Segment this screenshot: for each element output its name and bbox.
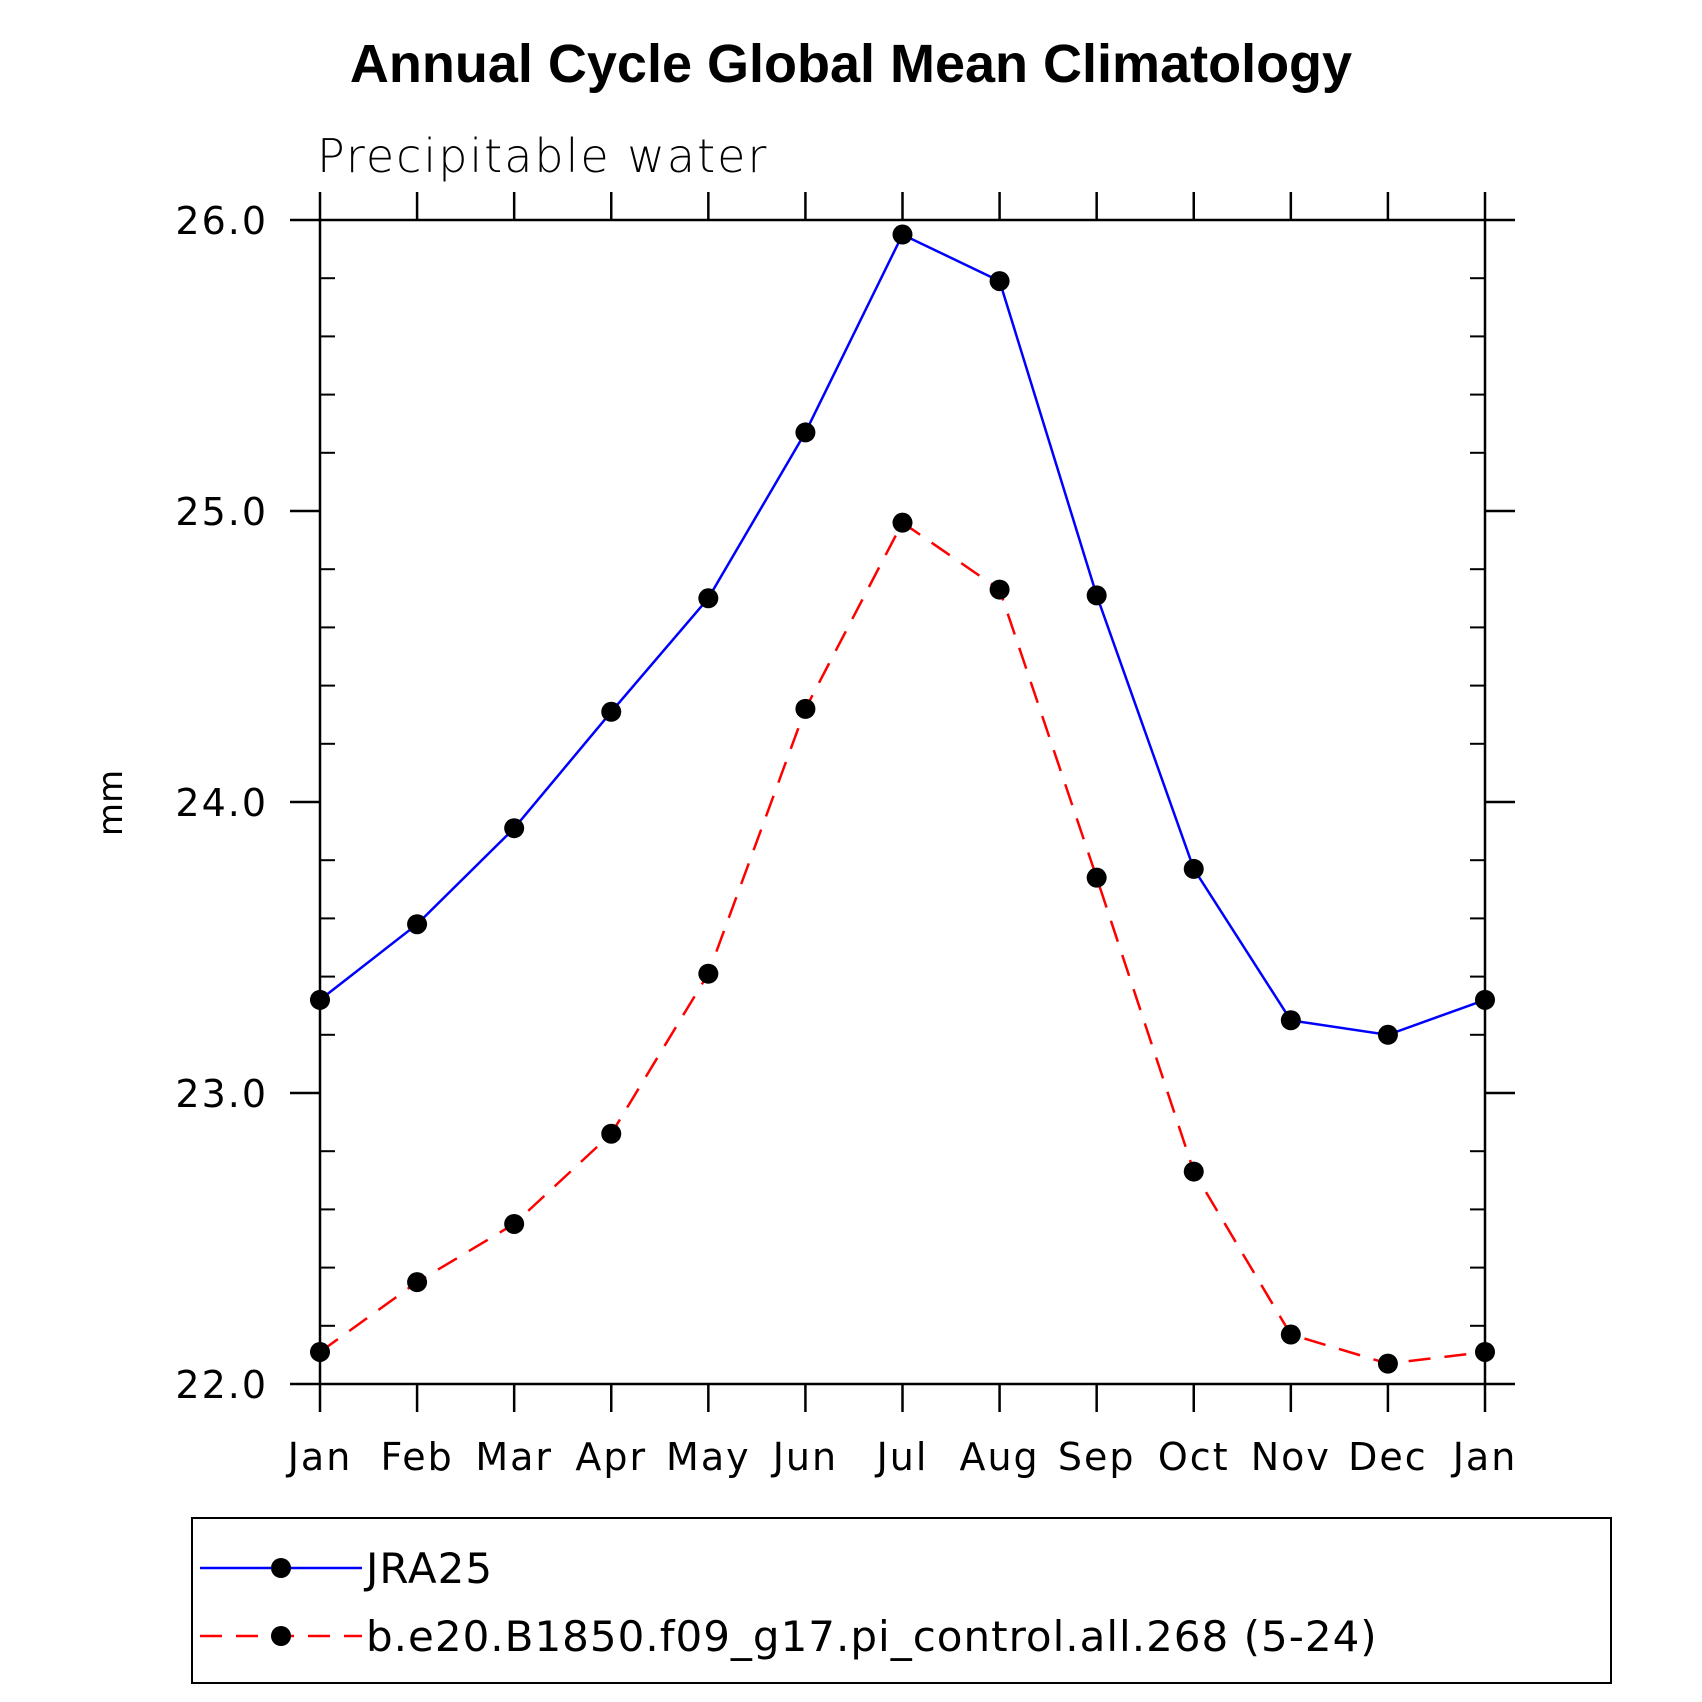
series-2-point — [892, 512, 913, 533]
series-1-point — [504, 818, 525, 839]
series-1-point — [892, 224, 913, 245]
legend-items: JRA25 b.e20.B1850.f09_g17.pi_control.all.… — [200, 1544, 1378, 1661]
series-2-point — [407, 1272, 428, 1293]
x-tick-label: Oct — [1158, 1435, 1230, 1479]
x-tick-label: Apr — [575, 1435, 647, 1479]
legend: JRA25 b.e20.B1850.f09_g17.pi_control.all.… — [191, 1517, 1612, 1684]
x-tick-label: Nov — [1251, 1435, 1331, 1479]
x-tick-label: Feb — [380, 1435, 453, 1479]
y-tick-label: 26.0 — [175, 199, 268, 243]
plot-frame — [318, 218, 1487, 1386]
x-tick-labels: Jan Feb Mar Apr May Jun Jul Aug Sep Oct Nov Dec Jan — [286, 1435, 1518, 1479]
x-tick-label: Sep — [1058, 1435, 1136, 1479]
legend-label-1: JRA25 — [363, 1544, 493, 1593]
x-tick-label: Aug — [959, 1435, 1039, 1479]
x-tick-label: Jan — [1451, 1435, 1518, 1479]
chart-subtitle: Precipitable water — [317, 129, 768, 183]
series-2-point — [504, 1213, 525, 1234]
series-2-point — [1086, 867, 1107, 888]
legend-label-2: b.e20.B1850.f09_g17.pi_control.all.268 (… — [366, 1612, 1378, 1661]
legend-marker-1 — [271, 1558, 291, 1578]
series-1-point — [1086, 585, 1107, 606]
series-1-point — [795, 422, 816, 443]
y-tick-label: 22.0 — [175, 1363, 268, 1407]
x-tick-label: May — [666, 1435, 751, 1479]
y-tick-label: 23.0 — [175, 1072, 268, 1116]
x-tick-label: Jun — [771, 1435, 838, 1479]
legend-marker-2 — [271, 1626, 291, 1646]
y-tick-label: 24.0 — [175, 781, 268, 825]
x-tick-label: Mar — [475, 1435, 553, 1479]
x-tick-label: Jul — [875, 1435, 929, 1479]
series-2-point — [795, 698, 816, 719]
series-1-point — [1377, 1024, 1398, 1045]
axis-ticks — [290, 192, 1515, 1412]
series-2-point — [1183, 1161, 1204, 1182]
x-tick-label: Jan — [286, 1435, 353, 1479]
series-line-1 — [319, 232, 1486, 1037]
series-2-point — [1377, 1353, 1398, 1374]
series-1-point — [1183, 858, 1204, 879]
legend-box — [191, 1517, 1612, 1684]
series-1-point — [989, 271, 1010, 292]
series-layer — [310, 224, 1495, 1374]
series-1-point — [698, 588, 719, 609]
series-line-2 — [319, 520, 1486, 1365]
series-2-point — [1280, 1324, 1301, 1345]
x-tick-label: Dec — [1348, 1435, 1428, 1479]
y-tick-labels: 22.0 23.0 24.0 25.0 26.0 — [175, 199, 268, 1407]
series-1-point — [1280, 1010, 1301, 1031]
series-2-point — [601, 1123, 622, 1144]
series-1-point — [601, 701, 622, 722]
y-tick-label: 25.0 — [175, 490, 268, 534]
series-2-point — [698, 963, 719, 984]
y-axis-label: mm — [91, 770, 131, 836]
series-1-point — [407, 914, 428, 935]
chart-title: Annual Cycle Global Mean Climatology — [350, 34, 1352, 94]
series-2-point — [989, 579, 1010, 600]
